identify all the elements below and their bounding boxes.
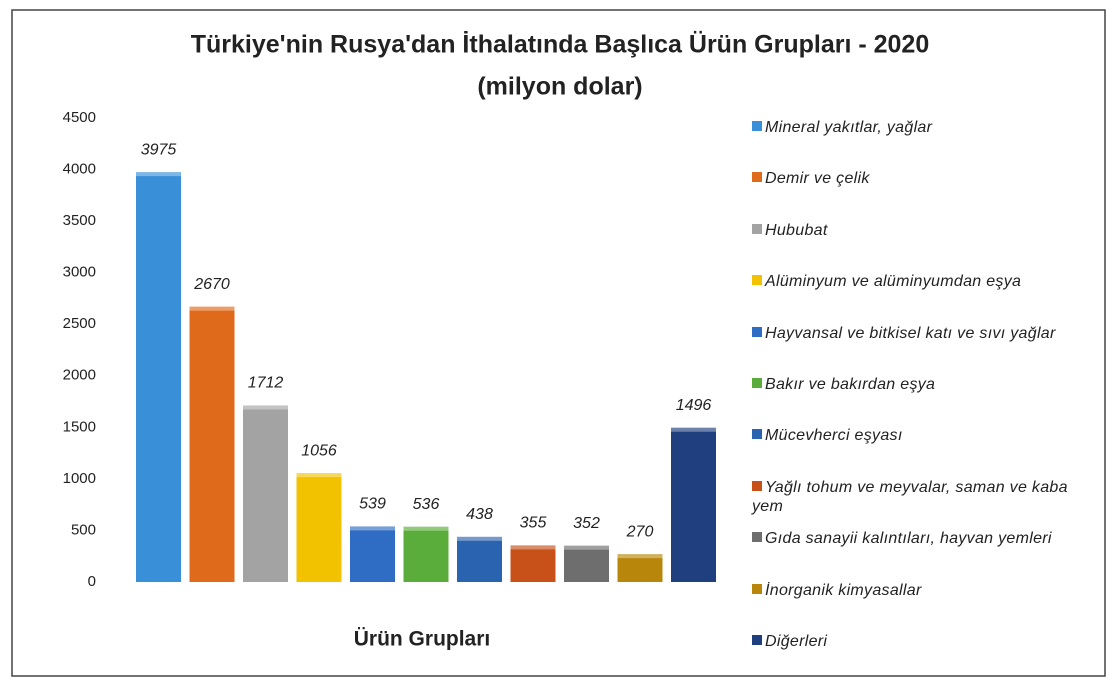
bar [243, 405, 288, 582]
y-tick-label: 3000 [63, 264, 96, 281]
legend-entry: Yağlı tohum ve meyvalar, saman ve kaba y… [752, 478, 1102, 516]
bar-highlight [243, 405, 288, 410]
legend-label: Gıda sanayii kalıntıları, hayvan yemleri [765, 530, 1052, 548]
y-tick-label: 0 [88, 573, 96, 590]
y-tick-label: 1000 [63, 470, 96, 487]
y-tick-label: 2000 [63, 367, 96, 384]
bar-highlight [296, 473, 342, 478]
bar [510, 545, 556, 582]
chart-title: Türkiye'nin Rusya'dan İthalatında Başlıc… [191, 30, 930, 59]
y-tick-label: 1500 [63, 418, 96, 435]
bar-highlight [671, 427, 716, 432]
legend-swatch [752, 378, 762, 388]
bar-highlight [189, 306, 235, 311]
data-label: 536 [413, 496, 440, 513]
bar-highlight [457, 536, 502, 541]
legend-label: Bakır ve bakırdan eşya [765, 376, 936, 393]
data-label: 539 [359, 496, 386, 513]
legend-entry: Hububat [752, 221, 1102, 240]
y-tick-label: 4000 [63, 161, 96, 178]
legend-swatch [752, 121, 762, 131]
data-label: 3975 [141, 141, 177, 158]
data-label: 2670 [193, 276, 230, 293]
legend-entry: İnorganik kimyasallar [752, 581, 1102, 600]
legend-entry: Gıda sanayii kalıntıları, hayvan yemleri [752, 529, 1102, 548]
legend-label: Alüminyum ve alüminyumdan eşya [765, 273, 1022, 291]
bar [457, 536, 502, 582]
legend-entry: Diğerleri [752, 632, 1102, 651]
legend-label: İnorganik kimyasallar [765, 581, 922, 599]
legend-label: Mineral yakıtlar, yağlar [765, 119, 933, 136]
bar [671, 427, 716, 582]
legend-swatch [752, 172, 762, 183]
legend-entry: Mineral yakıtlar, yağlar [752, 118, 1102, 137]
y-tick-label: 3500 [63, 212, 96, 229]
bar-highlight [136, 172, 181, 177]
bar [189, 306, 235, 582]
bar-highlight [350, 526, 395, 531]
data-label: 1712 [248, 375, 284, 392]
legend-entry: Bakır ve bakırdan eşya [752, 375, 1102, 394]
frame [11, 9, 1106, 677]
data-label: 355 [520, 515, 547, 532]
bar-highlight [617, 554, 663, 559]
data-label: 438 [466, 506, 493, 523]
bar [350, 526, 395, 582]
legend-entry: Mücevherci eşyası [752, 426, 1102, 445]
legend-swatch [752, 429, 762, 440]
legend-swatch [752, 532, 762, 543]
legend-swatch [752, 583, 762, 594]
legend-swatch [752, 480, 762, 491]
data-label: 1056 [301, 442, 337, 459]
legend-label: Hububat [765, 221, 828, 239]
data-label: 352 [573, 515, 600, 532]
legend-label: Mücevherci eşyası [765, 427, 903, 445]
legend-entry: Demir ve çelik [752, 169, 1102, 188]
legend-label: Hayvansal ve bitkisel katı ve sıvı yağla… [765, 324, 1056, 342]
bar [403, 526, 449, 582]
bar [296, 473, 342, 582]
y-tick-label: 500 [71, 521, 96, 538]
bar [617, 554, 663, 582]
data-label: 1496 [676, 397, 712, 414]
bar-highlight [564, 545, 609, 550]
legend-label: Demir ve çelik [765, 170, 870, 188]
bar-highlight [510, 545, 556, 550]
bar [136, 172, 181, 582]
legend-swatch [752, 326, 762, 337]
bar [564, 545, 609, 582]
legend-swatch [752, 275, 762, 286]
legend-swatch [752, 635, 762, 645]
y-tick-label: 2500 [63, 315, 96, 332]
legend-label: Diğerleri [765, 633, 828, 650]
y-tick-label: 4500 [63, 109, 96, 126]
legend-label: Yağlı tohum ve meyvalar, saman ve kaba y… [752, 478, 1068, 515]
legend-entry: Hayvansal ve bitkisel katı ve sıvı yağla… [752, 324, 1102, 343]
x-axis-label: Ürün Grupları [354, 628, 491, 651]
data-label: 270 [626, 523, 654, 540]
legend-swatch [752, 223, 762, 234]
bar-highlight [403, 526, 449, 531]
legend-entry: Alüminyum ve alüminyumdan eşya [752, 272, 1102, 291]
chart-subtitle: (milyon dolar) [477, 73, 642, 101]
